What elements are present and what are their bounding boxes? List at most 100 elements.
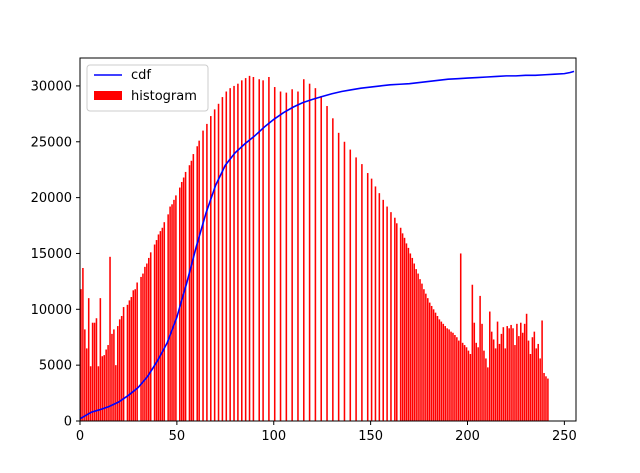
histogram-bar xyxy=(221,97,224,421)
histogram-bar xyxy=(525,313,528,421)
histogram-bar xyxy=(479,295,481,421)
y-tick-label: 10000 xyxy=(31,303,72,318)
x-tick-label: 250 xyxy=(552,429,577,444)
histogram-bar xyxy=(314,88,317,421)
histogram-bar xyxy=(394,217,396,421)
histogram-bar xyxy=(456,337,458,421)
histogram-bar xyxy=(496,321,499,421)
histogram-bar xyxy=(539,358,541,421)
histogram-bar xyxy=(461,342,464,421)
histogram-bar xyxy=(157,234,160,421)
histogram-bar xyxy=(543,372,545,421)
histogram-bar xyxy=(115,365,117,421)
histogram-bar xyxy=(149,252,152,421)
histogram-bar xyxy=(148,257,150,421)
histogram-bar xyxy=(86,348,88,421)
histogram-bar xyxy=(130,297,133,421)
histogram-bar xyxy=(428,302,431,421)
histogram-bar xyxy=(409,253,412,421)
x-tick-label: 50 xyxy=(169,429,186,444)
histogram-bar xyxy=(463,345,466,421)
histogram-bar xyxy=(523,323,526,421)
histogram-bar xyxy=(161,227,164,421)
histogram-bar xyxy=(454,335,456,421)
histogram-bar xyxy=(485,358,487,421)
histogram-bar xyxy=(99,298,102,421)
histogram-bar xyxy=(132,290,135,421)
histogram-bar xyxy=(210,116,212,421)
histogram-bar xyxy=(498,343,501,421)
histogram-bar xyxy=(514,345,516,421)
histogram-bar xyxy=(405,243,408,421)
histogram-bar xyxy=(508,328,510,421)
histogram-bar xyxy=(109,256,111,421)
histogram-bar xyxy=(285,92,288,422)
histogram-bar xyxy=(252,76,255,422)
y-tick-label: 25000 xyxy=(31,135,72,150)
histogram-bar xyxy=(518,336,520,421)
histogram-bar xyxy=(80,289,82,421)
histogram-bar xyxy=(512,328,514,421)
y-tick-label: 15000 xyxy=(31,247,72,262)
histogram-bar xyxy=(413,263,415,421)
histogram-bar xyxy=(155,240,158,421)
histogram-bar xyxy=(465,347,468,421)
histogram-bar xyxy=(520,322,522,421)
histogram-bar xyxy=(487,367,489,421)
histogram-bar xyxy=(91,322,94,421)
histogram-bar xyxy=(537,343,539,421)
histogram-bar xyxy=(144,266,146,421)
histogram-bar xyxy=(355,157,357,421)
y-tick-label: 20000 xyxy=(31,191,72,206)
histogram-bar xyxy=(273,87,276,421)
histogram-bar xyxy=(167,214,169,421)
histogram-bar xyxy=(169,206,171,421)
histogram-bar xyxy=(434,312,437,421)
legend-cdf-label: cdf xyxy=(131,68,151,83)
histogram-bar xyxy=(140,276,142,421)
histogram-bar xyxy=(450,331,452,421)
histogram-bar xyxy=(438,319,441,421)
histogram-bar xyxy=(142,273,144,421)
histogram-bar xyxy=(103,355,105,421)
histogram-bar xyxy=(374,186,377,421)
histogram-bar xyxy=(490,331,493,421)
histogram-bar xyxy=(436,316,439,421)
histogram-bar xyxy=(448,329,450,421)
histogram-bar xyxy=(188,165,191,421)
histogram-bar xyxy=(407,247,410,421)
legend: cdf histogram xyxy=(86,64,209,112)
histogram-bar xyxy=(421,283,423,421)
histogram-bar xyxy=(390,212,392,421)
histogram-bar xyxy=(111,333,113,421)
histogram-bar xyxy=(93,322,96,421)
histogram-bar xyxy=(173,199,175,421)
histogram-bar xyxy=(442,323,445,421)
histogram-bar xyxy=(403,237,406,421)
histogram-bar xyxy=(217,103,220,421)
histogram-bar xyxy=(504,348,507,421)
histogram-bar xyxy=(198,140,200,421)
histogram-bar xyxy=(529,353,532,421)
histogram-bar xyxy=(291,89,293,422)
histogram-bar xyxy=(475,342,477,421)
histogram-bar xyxy=(430,305,433,421)
histogram-bar xyxy=(378,193,381,421)
histogram-bar xyxy=(419,279,421,421)
x-tick-label: 200 xyxy=(455,429,480,444)
histogram-bar xyxy=(533,331,536,421)
histogram-bar xyxy=(500,333,503,421)
histogram-bar xyxy=(401,233,404,421)
y-axis: 0 5000 10000 15000 20000 25000 30000 xyxy=(31,79,80,430)
histogram-bar xyxy=(452,332,454,421)
histogram-bar xyxy=(196,146,198,422)
histogram-bar xyxy=(481,323,483,421)
histogram-bar xyxy=(163,222,166,421)
histogram-bar xyxy=(382,199,384,421)
histogram-bar xyxy=(190,160,193,421)
histogram-bar xyxy=(444,326,446,421)
histogram-bar xyxy=(262,80,264,421)
histogram-bar xyxy=(326,106,328,421)
histogram-bar xyxy=(425,293,427,421)
